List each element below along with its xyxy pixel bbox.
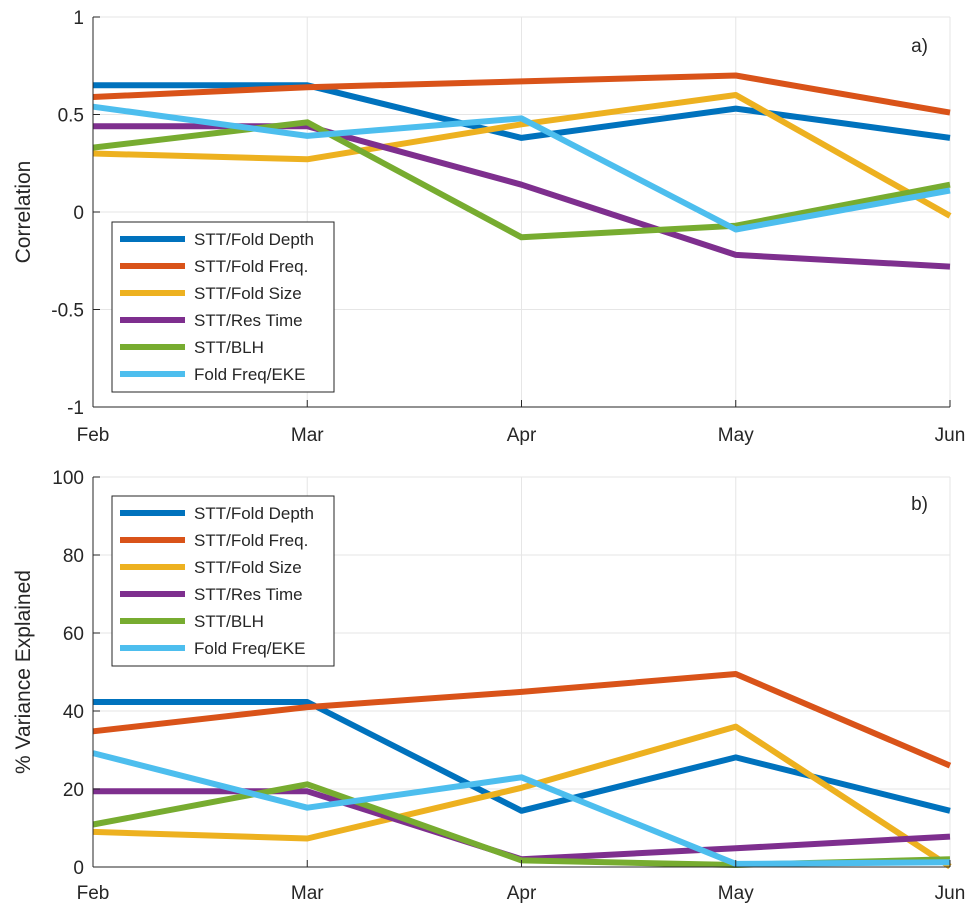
legend-label: STT/Fold Freq. xyxy=(194,257,308,276)
series-line-6 xyxy=(92,103,951,233)
x-tick-label: Mar xyxy=(291,425,324,446)
legend-label: Fold Freq/EKE xyxy=(194,639,306,658)
panel-a-correlation-chart: -1 -0.5 0 0.5 1 Feb Mar Apr May Jun Correlation a) S… xyxy=(12,8,965,446)
y-tick-label: 40 xyxy=(63,702,84,723)
panel-label: a) xyxy=(911,36,928,57)
legend-box xyxy=(111,221,335,393)
y-axis-label: Correlation xyxy=(12,161,35,264)
legend-box xyxy=(111,495,335,667)
series-line-5 xyxy=(92,119,951,241)
y-tick-label: 0 xyxy=(73,203,84,224)
series-line-3 xyxy=(92,92,952,219)
panel-b-variance-chart: 0 20 40 60 80 100 Feb Mar Apr May Jun % Variance Ex… xyxy=(12,468,965,904)
legend-label: STT/Fold Depth xyxy=(194,230,314,249)
legend-label: STT/Fold Depth xyxy=(194,504,314,523)
legend-label: STT/Fold Freq. xyxy=(194,531,308,550)
y-tick-label: 100 xyxy=(52,468,84,489)
y-tick-label: 80 xyxy=(63,546,84,567)
y-tick-label: 0 xyxy=(73,858,84,879)
legend-label: Fold Freq/EKE xyxy=(194,365,306,384)
x-tick-label: Mar xyxy=(291,883,324,904)
x-tick-label: Feb xyxy=(77,883,110,904)
panel-label: b) xyxy=(911,494,928,515)
x-tick-label: Feb xyxy=(77,425,110,446)
y-tick-label: 1 xyxy=(73,8,84,29)
legend-label: STT/BLH xyxy=(194,338,264,357)
y-tick-label: -0.5 xyxy=(51,301,84,322)
x-tick-label: May xyxy=(718,883,754,904)
y-tick-label: -1 xyxy=(67,398,84,419)
y-tick-label: 60 xyxy=(63,624,84,645)
x-tick-label: May xyxy=(718,425,754,446)
series-line-2 xyxy=(92,72,951,116)
x-tick-label: Jun xyxy=(935,425,966,446)
series-line-1 xyxy=(93,82,951,141)
series-line-3 xyxy=(92,723,952,870)
legend-label: STT/Res Time xyxy=(194,311,303,330)
series-line-2 xyxy=(92,671,952,769)
legend-label: STT/Fold Size xyxy=(194,558,302,577)
y-tick-label: 0.5 xyxy=(58,106,84,127)
legend-label: STT/Fold Size xyxy=(194,284,302,303)
y-axis-label: % Variance Explained xyxy=(12,570,35,774)
series-line-6 xyxy=(92,750,951,867)
legend-label: STT/BLH xyxy=(194,612,264,631)
y-tick-label: 20 xyxy=(63,780,84,801)
x-tick-label: Apr xyxy=(507,883,537,904)
legend-label: STT/Res Time xyxy=(194,585,303,604)
x-tick-label: Apr xyxy=(507,425,537,446)
x-tick-label: Jun xyxy=(935,883,966,904)
